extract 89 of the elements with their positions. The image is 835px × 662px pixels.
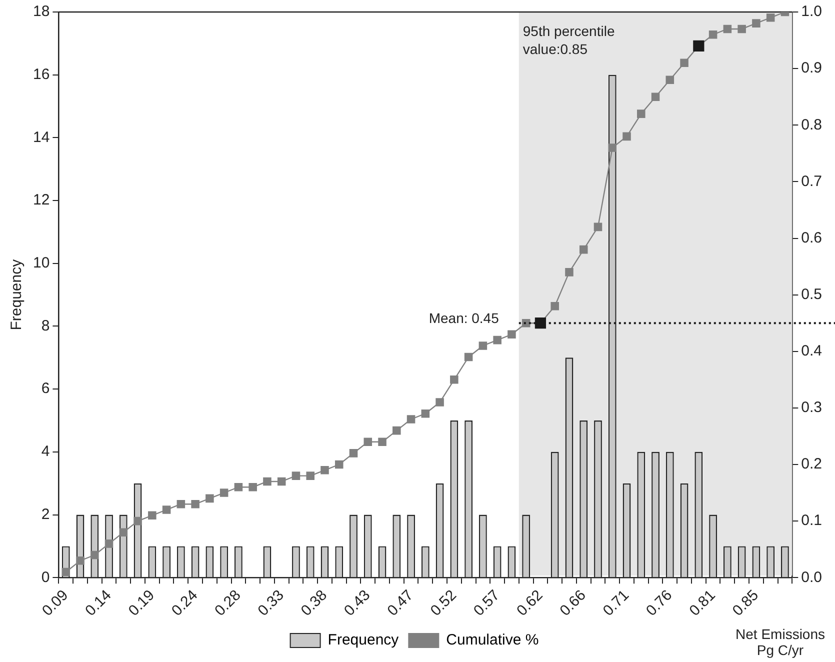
point — [392, 426, 401, 435]
point — [277, 477, 286, 486]
y-tick-label: 10 — [32, 254, 50, 272]
point — [450, 376, 458, 384]
y-tick-label: 0 — [41, 568, 50, 586]
y-tick-label: 6 — [41, 380, 50, 398]
x-tick-label: 0.38 — [298, 586, 330, 620]
point — [622, 132, 631, 141]
x-tick-label: 0.81 — [686, 586, 719, 620]
x-tick-label: 0.28 — [212, 586, 244, 620]
point — [579, 245, 588, 254]
x-tick-label: 0.76 — [642, 586, 676, 620]
y2-tick-label: 0.3 — [801, 399, 822, 416]
x-tick-label: 0.62 — [514, 586, 546, 620]
y2-tick-label: 0.2 — [801, 456, 822, 473]
point — [76, 556, 84, 565]
y2-tick-label: 1.0 — [801, 3, 822, 20]
point — [651, 92, 660, 101]
point — [334, 460, 344, 469]
x-tick-label: 0.09 — [38, 586, 72, 620]
point — [752, 19, 760, 28]
point — [104, 540, 114, 548]
y-axis-title: Frequency — [8, 258, 26, 330]
point — [349, 449, 358, 458]
y-tick-label: 8 — [41, 317, 50, 334]
y2-tick-label: 0.6 — [801, 229, 822, 246]
point — [723, 24, 732, 34]
y2-tick-label: 0.7 — [801, 172, 822, 190]
point — [406, 415, 416, 424]
point — [306, 472, 314, 480]
point — [680, 58, 688, 68]
y2-tick-label: 0.1 — [801, 512, 822, 530]
point — [320, 466, 329, 474]
ref-line-label: Mean: 0.45 — [428, 310, 500, 326]
x-axis-title: Net Emissions Pg C/yr — [736, 626, 825, 658]
x-tick-label: 0.14 — [82, 586, 115, 620]
point — [436, 398, 444, 406]
y2-tick-label: 0.5 — [801, 286, 822, 303]
x-tick-label: 0.85 — [729, 586, 762, 620]
y-tick-label: 12 — [32, 192, 50, 209]
legend-label: Cumulative % — [446, 632, 539, 649]
x-tick-label: 0.19 — [125, 586, 158, 620]
point — [464, 352, 473, 362]
point — [148, 511, 156, 520]
point — [421, 409, 430, 418]
point — [708, 30, 718, 39]
point — [90, 550, 99, 560]
x-tick-label: 0.71 — [600, 586, 633, 620]
point — [292, 472, 300, 480]
y2-tick-label: 0.0 — [801, 568, 822, 586]
point — [766, 14, 775, 22]
point — [234, 482, 243, 492]
point — [378, 438, 386, 446]
y-tick-label: 18 — [32, 3, 50, 20]
point — [738, 24, 746, 34]
point — [162, 506, 171, 514]
point — [493, 336, 502, 344]
x-tick-label: 0.43 — [340, 586, 374, 620]
point — [478, 342, 488, 350]
x-tick-label: 0.33 — [254, 586, 288, 620]
point — [637, 110, 646, 118]
y-tick-label: 14 — [32, 128, 50, 146]
point — [263, 477, 272, 486]
x-tick-label: 0.66 — [556, 586, 590, 620]
y-tick-label: 4 — [41, 443, 50, 460]
point — [608, 144, 617, 152]
point — [550, 302, 559, 310]
point — [666, 76, 674, 84]
point — [220, 488, 228, 497]
point — [134, 516, 142, 526]
point — [206, 494, 214, 503]
y-tick-label: 2 — [41, 506, 50, 523]
point — [191, 500, 200, 508]
x-tick-label: 0.24 — [168, 586, 202, 620]
point — [248, 482, 257, 492]
point — [508, 330, 516, 339]
annotation: 95th percentile value:0.85 — [522, 22, 615, 57]
point — [176, 500, 186, 508]
x-tick-label: 0.52 — [427, 586, 460, 620]
point — [62, 568, 70, 576]
point — [119, 528, 128, 537]
point — [364, 438, 372, 446]
y2-tick-label: 0.8 — [801, 116, 822, 134]
y2-tick-label: 0.4 — [801, 342, 822, 360]
legend-label: Frequency — [328, 632, 400, 649]
y-tick-label: 16 — [32, 66, 50, 83]
y2-tick-label: 0.9 — [801, 60, 822, 77]
point — [594, 222, 602, 232]
point — [565, 268, 574, 276]
